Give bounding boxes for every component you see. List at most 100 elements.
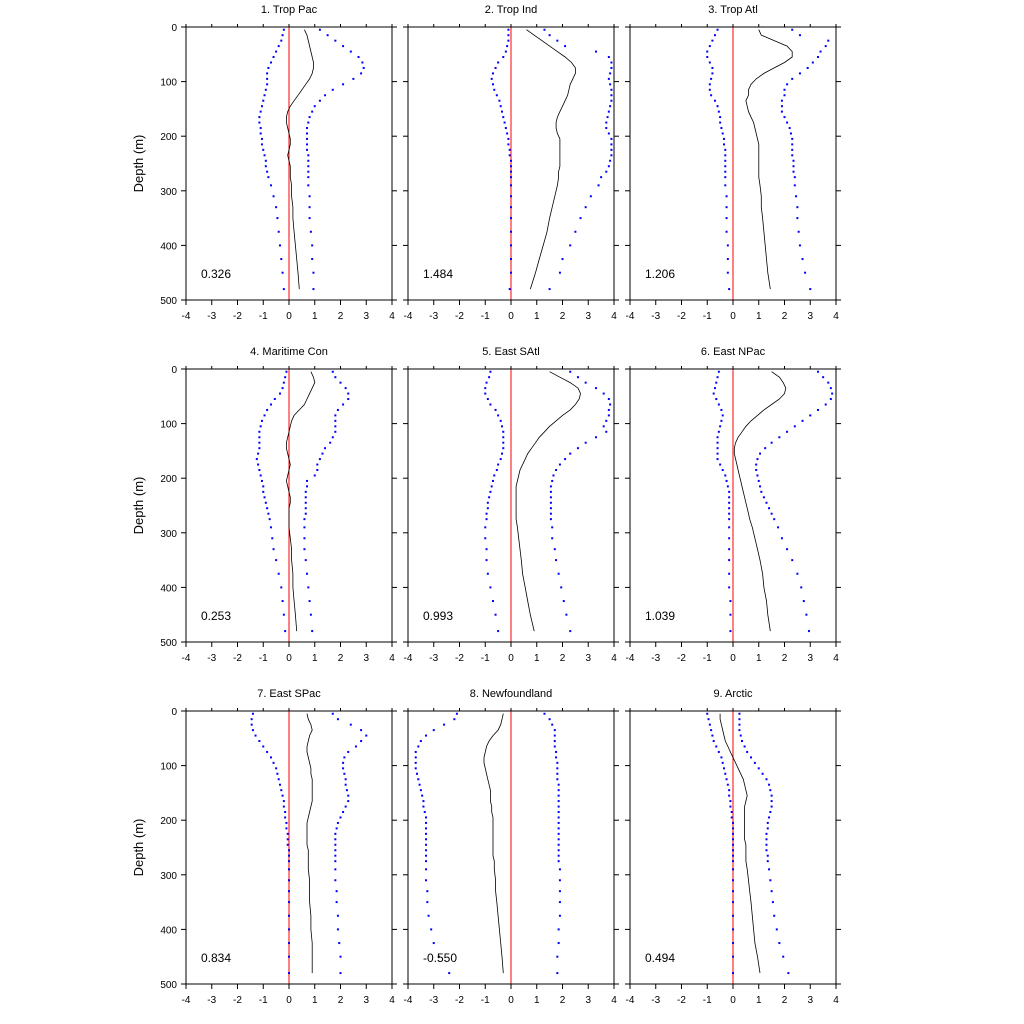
spread-lower-point [281, 794, 284, 797]
x-tick-label: 0 [730, 311, 736, 322]
spread-upper-point [557, 800, 560, 803]
spread-lower-point [282, 28, 285, 31]
spread-upper-point [336, 821, 339, 824]
spread-lower-point [284, 816, 287, 819]
x-tick-label: 4 [389, 311, 395, 322]
spread-lower-point [716, 105, 719, 108]
spread-upper-point [778, 436, 781, 439]
spread-upper-dots [543, 28, 613, 291]
spread-upper-point [311, 258, 314, 261]
spread-lower-point [711, 734, 714, 737]
x-tick-label: -2 [677, 653, 686, 664]
x-tick-label: 3 [585, 653, 591, 664]
spread-lower-point [280, 789, 283, 792]
x-tick-label: 2 [338, 653, 344, 664]
spread-upper-point [780, 110, 783, 113]
spread-upper-point [558, 879, 561, 882]
spread-lower-point [507, 28, 510, 31]
spread-upper-point [800, 586, 803, 589]
spread-upper-point [307, 170, 310, 173]
x-tick-label: -2 [455, 653, 464, 664]
x-tick-label: -1 [259, 995, 268, 1006]
spread-lower-point [710, 94, 713, 97]
spread-lower-point [506, 45, 509, 48]
spread-upper-point [349, 50, 352, 53]
spread-upper-point [764, 447, 767, 450]
spread-lower-point [713, 99, 716, 102]
spread-lower-point [706, 56, 709, 59]
spread-lower-point [269, 61, 272, 64]
spread-upper-point [342, 761, 345, 764]
spread-upper-point [769, 811, 772, 814]
spread-upper-point [762, 496, 765, 499]
spread-upper-point [549, 496, 552, 499]
spread-upper-point [357, 56, 360, 59]
spread-lower-point [728, 512, 731, 515]
x-tick-label: 4 [611, 995, 617, 1006]
spread-lower-point [729, 800, 732, 803]
x-tick-label: 3 [363, 653, 369, 664]
spread-upper-point [609, 72, 612, 75]
spread-upper-point [759, 452, 762, 455]
spread-lower-point [728, 559, 731, 562]
x-tick-label: -2 [233, 653, 242, 664]
spread-upper-point [549, 512, 552, 515]
spread-upper-point [543, 28, 546, 31]
spread-upper-point [783, 116, 786, 119]
spread-lower-point [494, 613, 497, 616]
mean-profile-line [526, 29, 576, 290]
spread-upper-point [331, 370, 334, 373]
spread-upper-point [609, 159, 612, 162]
spread-upper-point [793, 425, 796, 428]
spread-upper-dots [331, 712, 368, 975]
x-tick-label: 3 [807, 995, 813, 1006]
spread-upper-point [303, 526, 306, 529]
spread-upper-point [304, 496, 307, 499]
spread-lower-point [732, 879, 734, 882]
spread-lower-point [711, 72, 714, 75]
spread-upper-point [345, 789, 348, 792]
spread-lower-point [724, 184, 727, 187]
spread-lower-point [708, 45, 711, 48]
spread-upper-point [610, 88, 613, 91]
spread-upper-point [548, 718, 551, 721]
y-tick-label: 400 [160, 925, 177, 936]
x-tick-label: 4 [833, 995, 839, 1006]
spread-lower-point [717, 110, 720, 113]
spread-lower-point [277, 572, 280, 575]
spread-lower-point [500, 110, 503, 113]
spread-lower-point [263, 94, 266, 97]
spread-lower-point [288, 879, 290, 882]
spread-upper-point [610, 137, 613, 140]
spread-lower-point [716, 28, 719, 31]
spread-upper-point [816, 56, 819, 59]
spread-upper-point [793, 176, 796, 179]
spread-upper-point [564, 458, 567, 461]
spread-lower-point [423, 811, 426, 814]
spread-upper-point [791, 143, 794, 146]
spread-upper-point [783, 94, 786, 97]
spread-upper-point [334, 860, 337, 863]
spread-upper-point [584, 441, 587, 444]
spread-lower-point [486, 398, 489, 401]
panel-value-label: -0.550 [423, 951, 457, 965]
spread-upper-point [338, 942, 341, 945]
spread-lower-point [257, 452, 260, 455]
spread-lower-point [497, 414, 500, 417]
spread-lower-point [508, 154, 511, 157]
spread-lower-point [726, 783, 729, 786]
spread-upper-point [607, 408, 610, 411]
spread-lower-point [266, 170, 269, 173]
spread-upper-point [339, 816, 342, 819]
panel-title: 8. Newfoundland [470, 688, 553, 700]
spread-lower-point [730, 816, 733, 819]
spread-lower-point [719, 121, 722, 124]
spread-lower-point [729, 613, 732, 616]
spread-lower-point [425, 734, 428, 737]
spread-upper-point [342, 83, 345, 86]
spread-lower-point [706, 712, 709, 715]
panel-value-label: 1.206 [645, 267, 675, 281]
spread-upper-point [304, 501, 307, 504]
y-tick-label: 200 [160, 132, 177, 143]
y-tick-label: 300 [160, 871, 177, 882]
